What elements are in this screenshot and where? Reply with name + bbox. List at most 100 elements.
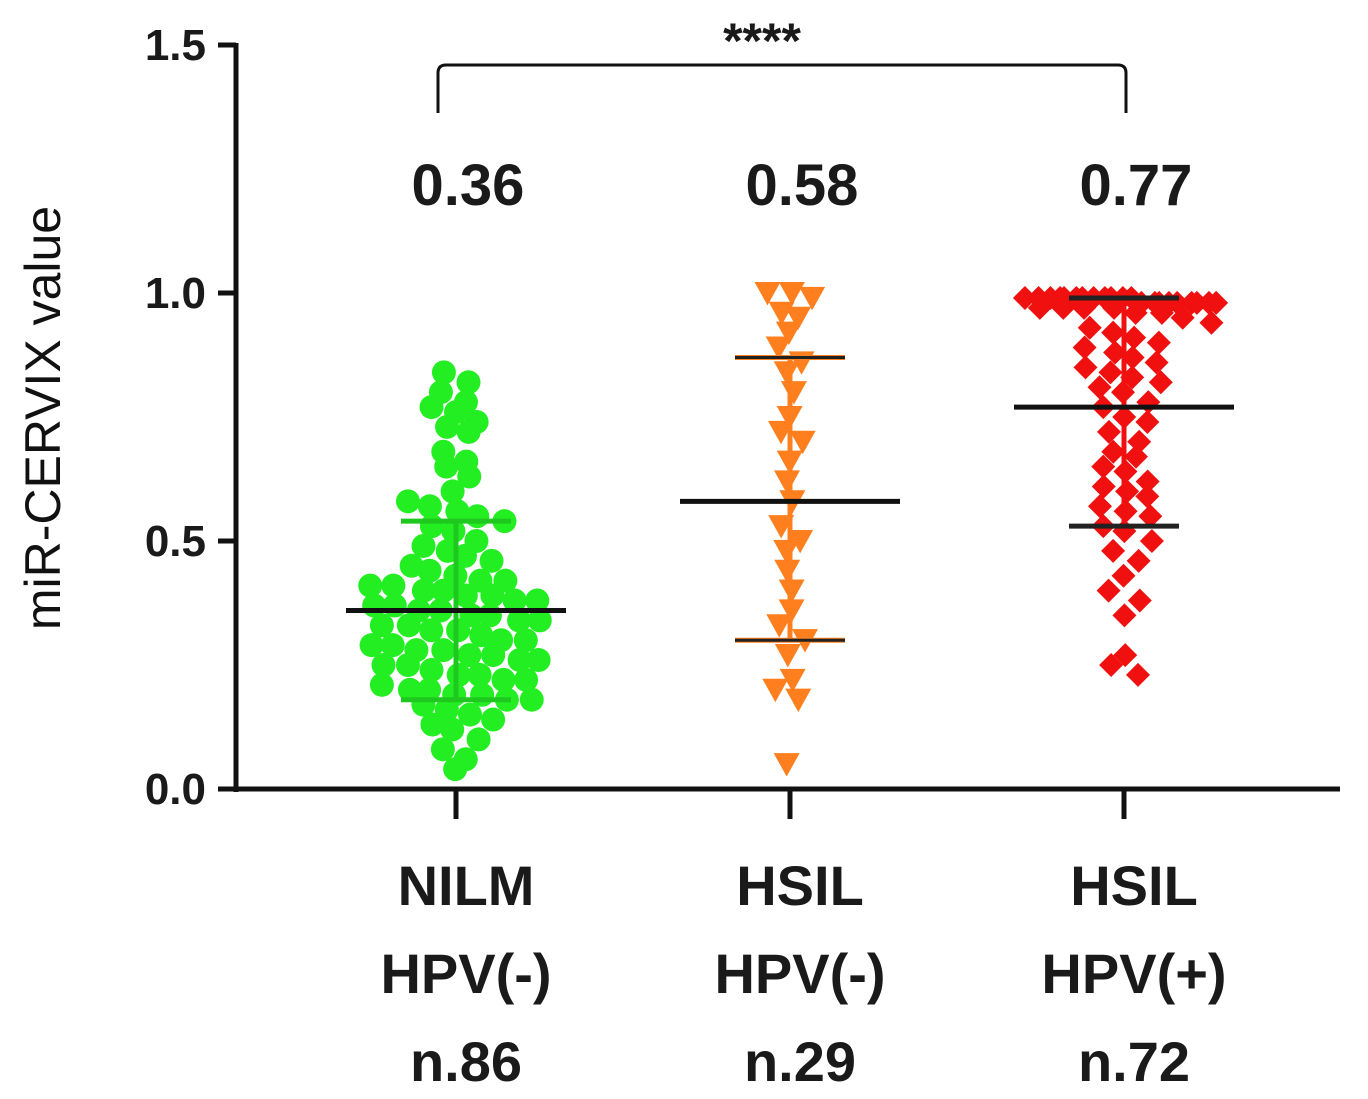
data-point [774, 644, 801, 668]
data-point [457, 643, 482, 668]
data-point [513, 628, 538, 653]
data-point [1120, 345, 1145, 370]
data-point [1144, 350, 1169, 375]
data-point [470, 682, 495, 707]
data-point [507, 648, 532, 673]
data-point [1199, 310, 1224, 335]
data-point [411, 578, 436, 603]
data-points [358, 281, 1229, 782]
data-point [369, 672, 394, 697]
data-point [358, 573, 383, 598]
data-point [787, 529, 814, 554]
category-label: HPV(+) [1041, 942, 1226, 1005]
data-point [431, 638, 456, 663]
data-point [1096, 419, 1121, 444]
chart-labels: miR-CERVIX value 0.36 NILM HPV(-) n.86 0.58 HS… [15, 13, 1227, 1093]
data-point [435, 414, 460, 439]
y-tick-label: 0.5 [145, 517, 206, 566]
data-point [481, 643, 506, 668]
data-point [1184, 290, 1209, 315]
data-point [1111, 563, 1136, 588]
mean-sd-bars [346, 295, 1234, 703]
data-point [1135, 469, 1160, 494]
data-point [767, 420, 794, 445]
data-point [1127, 588, 1152, 613]
data-point [514, 667, 539, 692]
data-point [1096, 578, 1121, 603]
data-point [420, 712, 445, 737]
data-point [467, 662, 492, 687]
data-point [479, 548, 504, 573]
data-point [765, 336, 792, 360]
data-point [1101, 320, 1126, 345]
data-point [1148, 370, 1173, 395]
data-point [446, 662, 471, 687]
mean-value-label: 0.77 [1080, 153, 1193, 218]
data-point [1098, 360, 1123, 385]
category-label: HPV(-) [380, 942, 551, 1005]
data-point [395, 489, 420, 514]
data-point [395, 653, 420, 677]
data-point [1138, 504, 1163, 529]
data-point [1135, 484, 1160, 509]
data-point [1112, 603, 1137, 628]
data-point [1087, 375, 1112, 400]
axes: 0.0 0.5 1.0 1.5 [145, 21, 1340, 819]
data-point [419, 395, 444, 420]
data-point [775, 321, 802, 346]
data-point [1027, 295, 1052, 320]
data-point [369, 613, 394, 638]
data-point [1087, 494, 1112, 519]
data-point [440, 717, 465, 742]
data-point [457, 702, 482, 727]
data-point [502, 588, 527, 613]
data-point [1099, 653, 1124, 677]
data-point [440, 479, 465, 504]
data-point [1122, 325, 1147, 350]
data-point [411, 533, 436, 558]
category-label: HSIL [736, 854, 864, 917]
data-point [452, 543, 477, 568]
data-point [417, 494, 442, 519]
data-point [445, 499, 470, 524]
data-point [382, 593, 407, 618]
data-point [465, 504, 490, 529]
significance-bracket [436, 63, 1128, 113]
data-point [1123, 444, 1148, 469]
data-point [456, 419, 481, 444]
category-label: HSIL [1070, 854, 1198, 917]
data-point [1126, 662, 1151, 687]
data-point [1091, 454, 1116, 479]
data-point [1204, 290, 1229, 315]
data-point [469, 623, 494, 648]
category-label: n.29 [744, 1030, 856, 1093]
data-point [519, 687, 544, 712]
data-point [799, 286, 826, 311]
y-axis-label: miR-CERVIX value [15, 206, 71, 630]
data-point [773, 539, 800, 564]
data-point [419, 657, 444, 682]
data-point [466, 727, 491, 752]
data-point [396, 613, 421, 638]
data-point [443, 757, 468, 782]
data-point [430, 737, 455, 762]
data-point [419, 618, 444, 643]
data-point [457, 464, 482, 489]
data-point [774, 470, 801, 494]
data-point [1149, 300, 1174, 325]
data-point [491, 667, 516, 692]
data-point [762, 678, 789, 703]
data-point [773, 753, 800, 777]
data-point [371, 653, 396, 677]
data-point [381, 573, 406, 598]
data-point [527, 608, 552, 633]
data-point [1072, 335, 1097, 360]
data-point [1072, 295, 1097, 320]
data-point [431, 578, 456, 603]
data-point [1102, 295, 1127, 320]
data-point [431, 360, 456, 385]
data-point [1091, 474, 1116, 499]
data-point [779, 668, 806, 693]
data-point [359, 633, 384, 658]
